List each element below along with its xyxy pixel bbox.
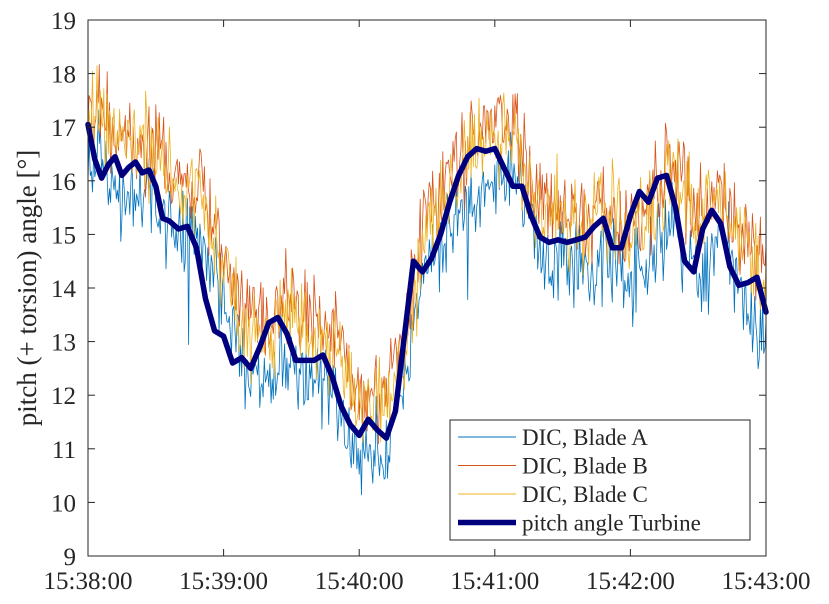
legend-label-4: pitch angle Turbine: [522, 511, 701, 536]
series-line-2: [87, 64, 767, 445]
y-tick-label: 19: [51, 8, 76, 35]
series-line-4: [85, 121, 769, 441]
x-tick-label: 15:38:00: [44, 568, 133, 595]
y-tick-label: 10: [51, 490, 76, 517]
legend-label-1: DIC, Blade A: [522, 425, 648, 450]
legend-label-3: DIC, Blade C: [522, 482, 648, 507]
x-axis: 15:38:00 15:39:00 15:40:00 15:41:00 15:42:00…: [44, 20, 811, 595]
x-tick-label: 15:39:00: [179, 568, 268, 595]
x-tick-label: 15:41:00: [450, 568, 539, 595]
y-axis: 9 10 11 12 13 14 15 16 17 18 19: [51, 8, 766, 571]
y-tick-label: 13: [51, 330, 76, 357]
y-tick-label: 15: [51, 222, 76, 249]
y-tick-label: 17: [51, 115, 76, 142]
legend-label-2: DIC, Blade B: [522, 454, 648, 479]
y-tick-label: 9: [64, 544, 77, 571]
series-line-3: [87, 65, 767, 443]
y-axis-label: pitch (+ torsion) angle [°]: [12, 150, 42, 426]
series-line-1: [87, 109, 767, 496]
x-tick-label: 15:42:00: [586, 568, 675, 595]
y-tick-label: 11: [52, 437, 76, 464]
y-tick-label: 14: [51, 276, 77, 303]
y-tick-label: 16: [51, 169, 76, 196]
x-tick-label: 15:40:00: [315, 568, 404, 595]
x-tick-label: 15:43:00: [722, 568, 811, 595]
legend: DIC, Blade A DIC, Blade B DIC, Blade C pitc…: [449, 419, 751, 541]
y-tick-label: 18: [51, 62, 76, 89]
y-tick-label: 12: [51, 383, 76, 410]
series-layer: [85, 64, 769, 496]
